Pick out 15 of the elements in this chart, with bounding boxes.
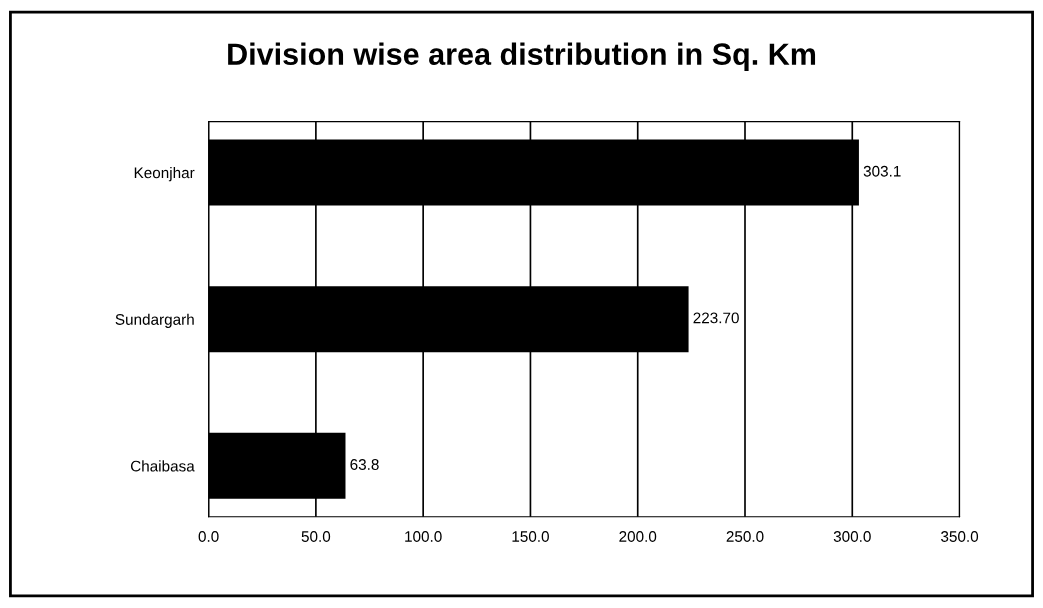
y-tick-label: Keonjhar <box>134 167 195 182</box>
data-label: 303.1 <box>863 165 901 177</box>
x-tick-label: 150.0 <box>512 531 549 542</box>
x-tick-label: 50.0 <box>301 531 331 542</box>
x-tick-label: 300.0 <box>833 531 871 542</box>
x-tick-label: 200.0 <box>619 531 657 542</box>
x-tick-label: 0.0 <box>198 531 219 542</box>
y-tick-label: Sundargarh <box>115 313 194 328</box>
y-tick-label: Chaibasa <box>130 460 195 472</box>
x-tick-label: 250.0 <box>726 531 764 542</box>
chart-title: Division wise area distribution in Sq. Km <box>228 42 816 72</box>
data-label: 63.8 <box>350 459 379 470</box>
data-label: 223.70 <box>693 312 739 324</box>
x-tick-label: 350.0 <box>941 531 979 542</box>
x-tick-label: 100.0 <box>405 531 442 542</box>
